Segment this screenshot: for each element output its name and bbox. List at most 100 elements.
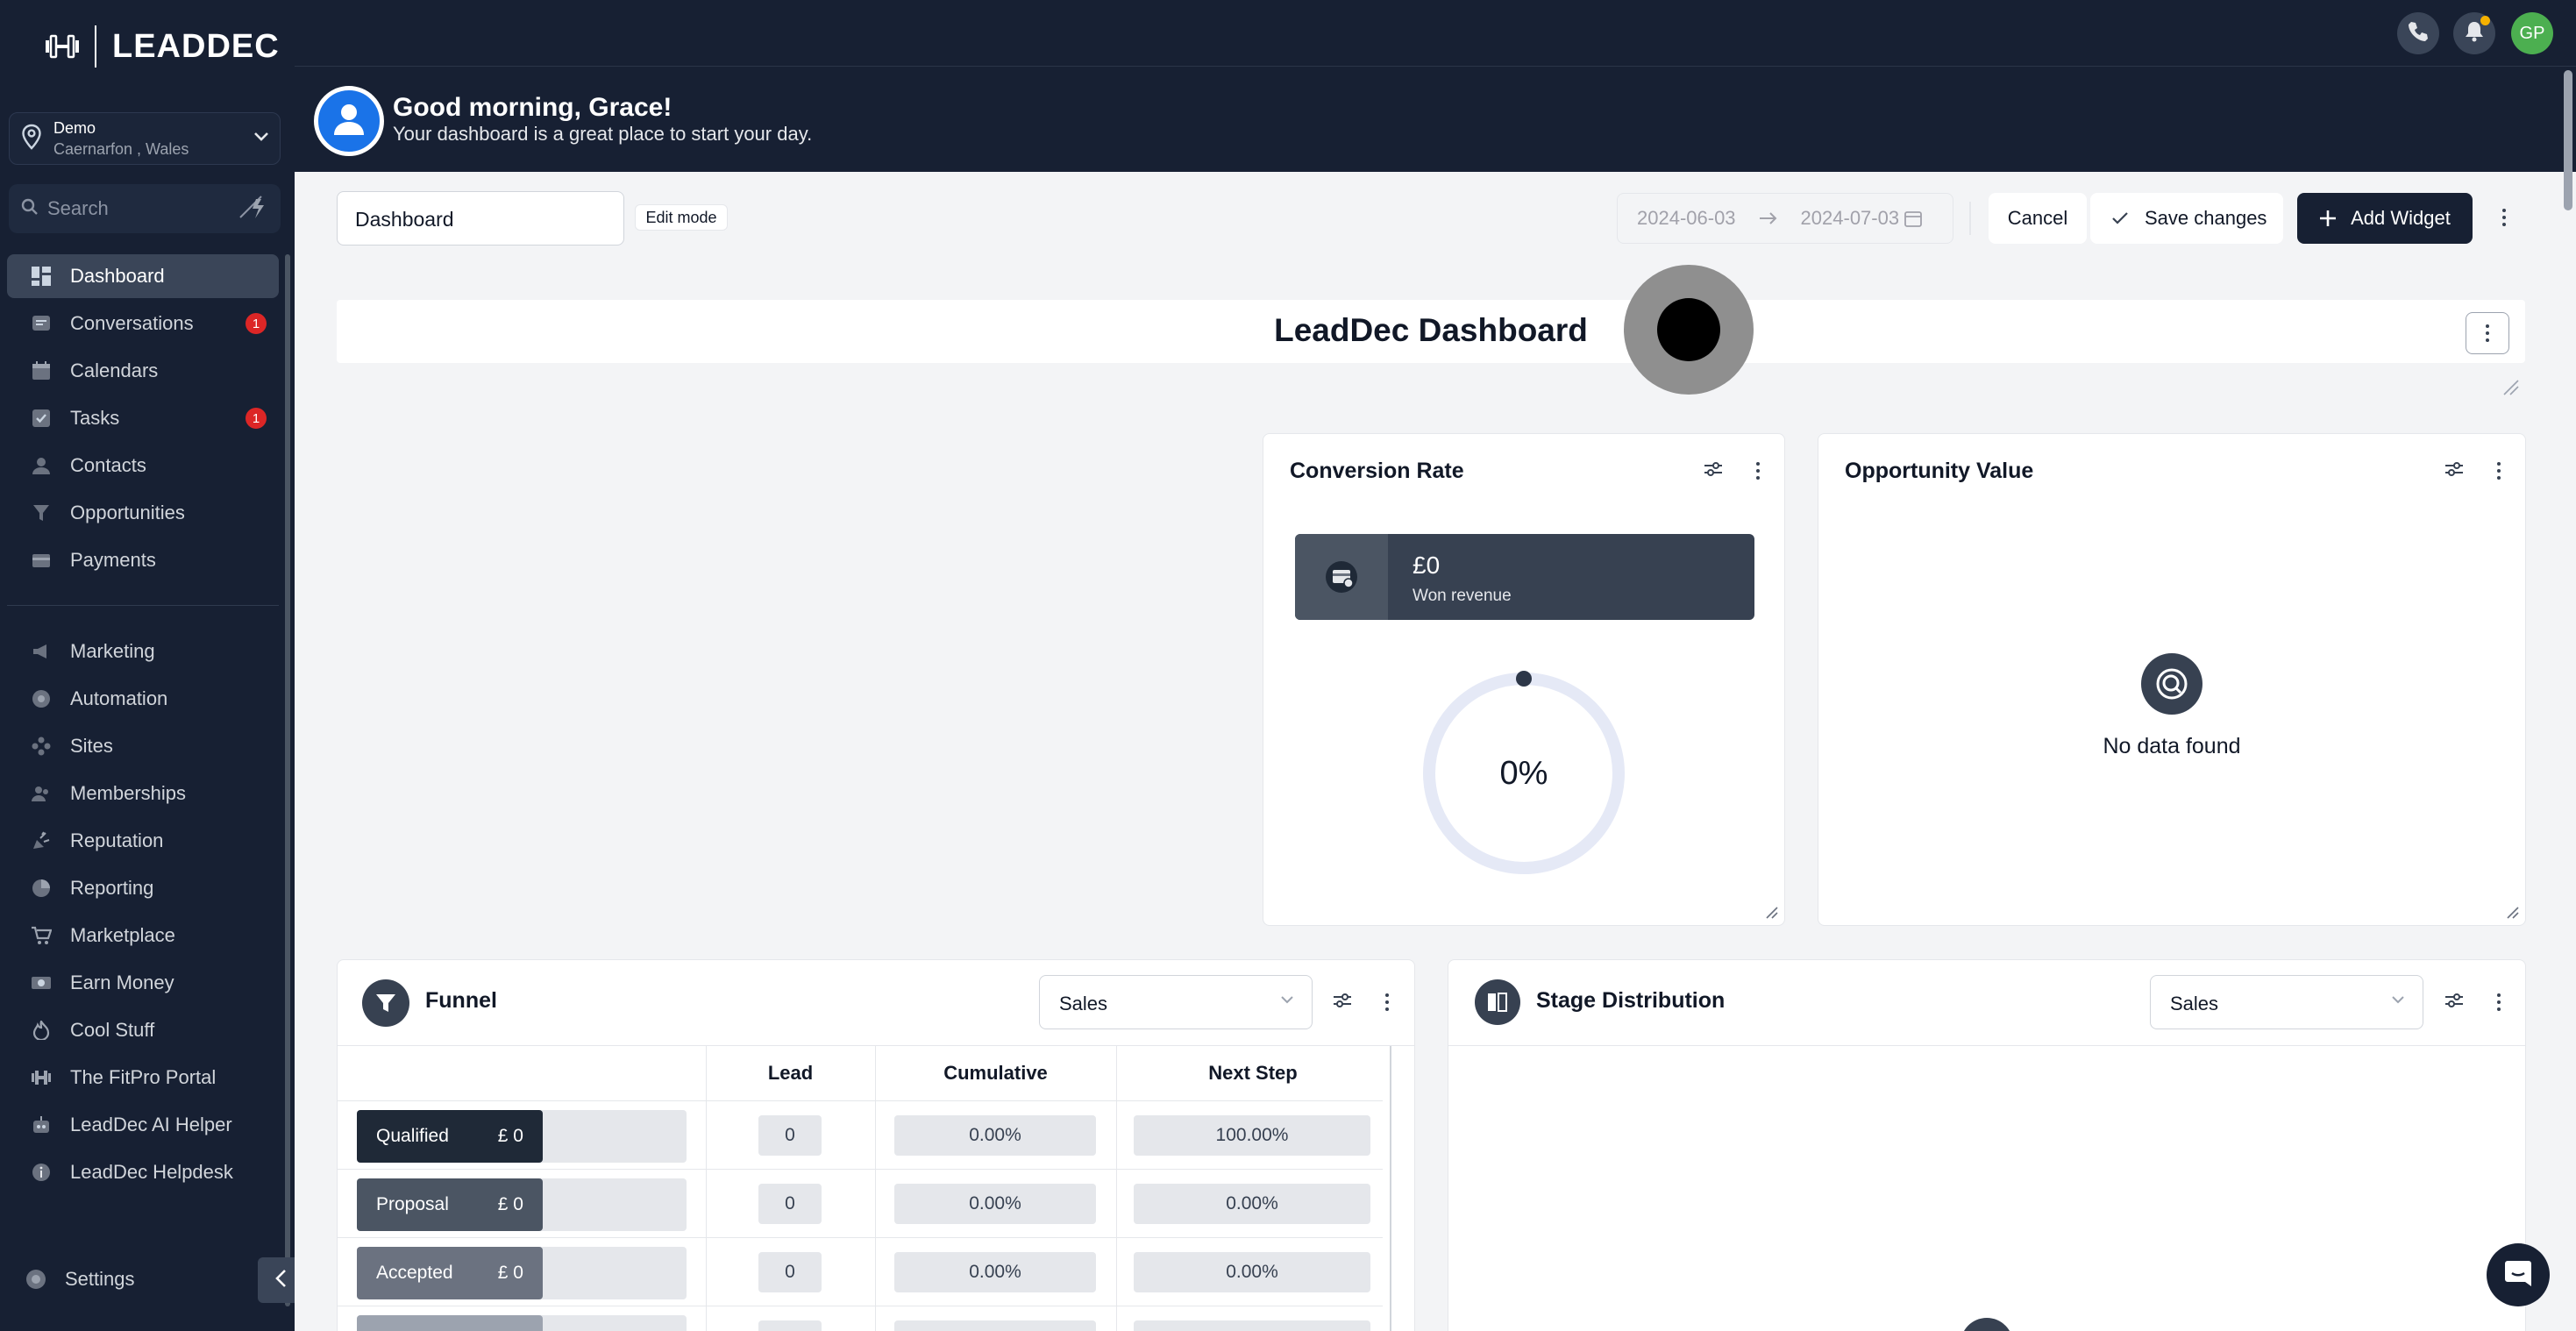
sidebar-item-payments[interactable]: Payments bbox=[7, 538, 279, 582]
location-switcher[interactable]: Demo Caernarfon , Wales bbox=[9, 112, 281, 165]
funnel-header: Funnel Sales bbox=[338, 960, 1414, 1046]
date-start[interactable]: 2024-06-03 bbox=[1637, 207, 1736, 229]
opportunities-icon bbox=[30, 502, 53, 524]
sidebar-item-earn-money[interactable]: Earn Money bbox=[7, 961, 279, 1005]
stage-pill bbox=[357, 1315, 543, 1331]
date-end[interactable]: 2024-07-03 bbox=[1800, 207, 1900, 229]
location-pin-icon bbox=[20, 124, 43, 154]
next-step-percent: 0.00% bbox=[1134, 1184, 1370, 1224]
more-options-icon[interactable] bbox=[1384, 993, 1390, 1011]
resize-handle-icon[interactable] bbox=[2502, 379, 2520, 396]
sidebar-item-calendars[interactable]: Calendars bbox=[7, 349, 279, 393]
widget-title: Opportunity Value bbox=[1845, 459, 2034, 483]
sidebar-item-marketplace[interactable]: Marketplace bbox=[7, 914, 279, 957]
title-widget-menu-button[interactable] bbox=[2466, 312, 2509, 354]
more-options-icon[interactable] bbox=[1755, 462, 1761, 480]
quick-action-icon[interactable] bbox=[238, 194, 268, 224]
next-step-percent bbox=[1134, 1320, 1370, 1331]
filter-icon[interactable] bbox=[2444, 460, 2464, 478]
resize-handle-icon[interactable] bbox=[2506, 906, 2520, 920]
more-options-icon[interactable] bbox=[2496, 462, 2501, 480]
table-row: Proposal £ 0 0 0.00% 0.00% bbox=[338, 1169, 1383, 1237]
memberships-icon bbox=[30, 782, 53, 805]
gear-icon bbox=[25, 1268, 47, 1291]
sidebar-item-helpdesk[interactable]: LeadDec Helpdesk bbox=[7, 1150, 279, 1194]
cool-stuff-icon bbox=[30, 1019, 53, 1042]
sidebar-item-label: Sites bbox=[70, 735, 113, 757]
dashboard-name-input[interactable]: Dashboard bbox=[337, 191, 624, 246]
sidebar-scrollbar[interactable] bbox=[285, 254, 290, 1306]
filter-icon[interactable] bbox=[2444, 992, 2464, 1009]
stage-distribution-header: Stage Distribution Sales bbox=[1448, 960, 2525, 1046]
sidebar-item-automation[interactable]: Automation bbox=[7, 677, 279, 721]
sidebar-item-settings[interactable]: Settings bbox=[25, 1268, 135, 1291]
search-input[interactable]: Search bbox=[47, 197, 109, 219]
notifications-button[interactable] bbox=[2453, 12, 2495, 54]
tasks-icon bbox=[30, 407, 53, 430]
revenue-card-icon bbox=[1295, 534, 1388, 620]
calendar-icon bbox=[30, 359, 53, 382]
stage-name: Accepted bbox=[376, 1263, 453, 1283]
search-box[interactable]: Search bbox=[9, 184, 281, 233]
chat-widget-button[interactable] bbox=[2487, 1243, 2550, 1306]
sidebar-item-fitpro-portal[interactable]: The FitPro Portal bbox=[7, 1056, 279, 1100]
sidebar-item-conversations[interactable]: Conversations 1 bbox=[7, 302, 279, 345]
user-avatar[interactable]: GP bbox=[2511, 12, 2553, 54]
chevron-down-icon bbox=[2392, 996, 2404, 1004]
funnel-widget: Funnel Sales Lead Cumulative Next Step Q… bbox=[337, 959, 1415, 1331]
filter-icon[interactable] bbox=[1333, 992, 1352, 1009]
more-options-icon[interactable] bbox=[2496, 993, 2501, 1011]
settings-label: Settings bbox=[65, 1268, 135, 1290]
sidebar-item-label: Opportunities bbox=[70, 502, 185, 523]
sidebar-item-sites[interactable]: Sites bbox=[7, 724, 279, 768]
lead-count: 0 bbox=[758, 1252, 822, 1292]
pipeline-select[interactable]: Sales bbox=[1039, 975, 1313, 1029]
cancel-button[interactable]: Cancel bbox=[1989, 193, 2087, 244]
sidebar-item-cool-stuff[interactable]: Cool Stuff bbox=[7, 1008, 279, 1052]
widget-title: Stage Distribution bbox=[1536, 988, 1726, 1013]
table-row-partial bbox=[338, 1306, 1383, 1331]
conversion-gauge: 0% bbox=[1421, 671, 1626, 876]
marketplace-icon bbox=[30, 924, 53, 947]
sidebar-item-ai-helper[interactable]: LeadDec AI Helper bbox=[7, 1103, 279, 1147]
sidebar-item-label: Marketplace bbox=[70, 924, 175, 946]
chat-icon bbox=[30, 312, 53, 335]
date-range-picker[interactable]: 2024-06-03 2024-07-03 bbox=[1617, 193, 1953, 244]
filter-icon[interactable] bbox=[1704, 460, 1723, 478]
sidebar-item-reporting[interactable]: Reporting bbox=[7, 866, 279, 910]
sidebar-item-reputation[interactable]: Reputation bbox=[7, 819, 279, 863]
sidebar-item-label: LeadDec Helpdesk bbox=[70, 1161, 233, 1183]
sidebar-item-opportunities[interactable]: Opportunities bbox=[7, 491, 279, 535]
sidebar-item-contacts[interactable]: Contacts bbox=[7, 444, 279, 488]
won-revenue-value: £0 bbox=[1413, 552, 1441, 579]
more-options-icon bbox=[2485, 324, 2490, 342]
widget-title: Conversion Rate bbox=[1290, 459, 1464, 483]
opportunity-value-widget: Opportunity Value No data found bbox=[1818, 433, 2526, 926]
helpdesk-icon bbox=[30, 1161, 53, 1184]
toolbar-divider bbox=[1969, 202, 1971, 235]
phone-button[interactable] bbox=[2397, 12, 2439, 54]
page-scrollbar[interactable] bbox=[2564, 70, 2572, 210]
save-changes-button[interactable]: Save changes bbox=[2090, 193, 2283, 244]
sidebar-item-memberships[interactable]: Memberships bbox=[7, 772, 279, 815]
phone-icon bbox=[2407, 20, 2430, 47]
sidebar-item-tasks[interactable]: Tasks 1 bbox=[7, 396, 279, 440]
user-avatar-large bbox=[314, 86, 384, 156]
cumulative-percent: 0.00% bbox=[894, 1252, 1096, 1292]
sidebar-item-dashboard[interactable]: Dashboard bbox=[7, 254, 279, 298]
dashboard-title-widget: LeadDec Dashboard bbox=[337, 300, 2525, 363]
pipeline-select[interactable]: Sales bbox=[2150, 975, 2423, 1029]
funnel-icon bbox=[362, 979, 409, 1027]
more-options-icon[interactable] bbox=[2501, 209, 2507, 226]
sidebar-item-marketing[interactable]: Marketing bbox=[7, 630, 279, 673]
add-widget-button[interactable]: Add Widget bbox=[2297, 193, 2473, 244]
sidebar-item-label: Marketing bbox=[70, 640, 155, 662]
dashboard-title: LeadDec Dashboard bbox=[1274, 312, 1588, 348]
column-header-next-step: Next Step bbox=[1208, 1062, 1298, 1084]
brand-name: LEADDEC bbox=[112, 27, 280, 65]
resize-handle-icon[interactable] bbox=[1765, 906, 1779, 920]
location-sub: Caernarfon , Wales bbox=[53, 139, 189, 158]
cumulative-percent: 0.00% bbox=[894, 1115, 1096, 1156]
brand-logo[interactable]: LEADDEC bbox=[44, 25, 280, 68]
sidebar-item-label: Reputation bbox=[70, 829, 164, 851]
